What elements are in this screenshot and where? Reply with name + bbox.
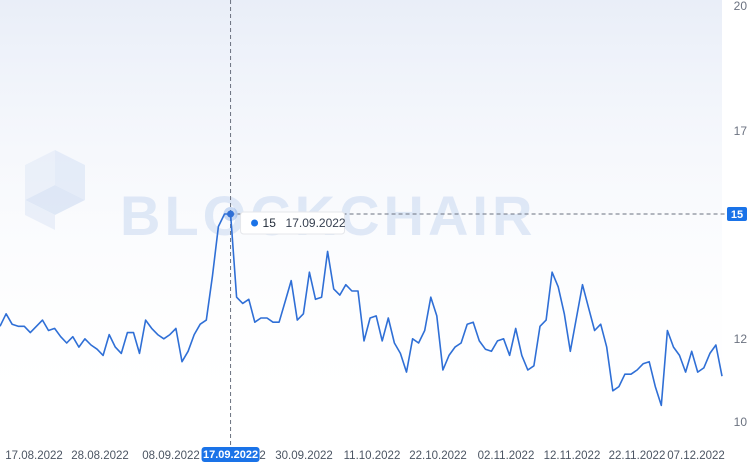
- blockchair-logo-icon: [25, 150, 85, 230]
- x-tick-label: 02.11.2022: [478, 450, 535, 462]
- tooltip-date: 17.09.2022: [286, 216, 346, 230]
- x-axis: 17.08.202228.08.202208.09.202219.09.2022…: [5, 450, 725, 462]
- plot-background: [0, 0, 722, 430]
- x-tick-label: 22.10.2022: [409, 450, 467, 462]
- x-tick-label: 12.11.2022: [544, 450, 601, 462]
- y-tick-label: 10: [734, 415, 748, 429]
- tooltip-box: [240, 211, 346, 235]
- y-tick-label: 20: [734, 0, 748, 13]
- series-line: [0, 213, 723, 407]
- crosshair-y-badge: 15: [727, 207, 747, 221]
- crosshair-x-badge: 17.09.2022: [201, 447, 260, 462]
- x-tick-label: 28.08.2022: [71, 450, 129, 462]
- crosshair-x-label: 17.09.2022: [203, 449, 258, 461]
- x-tick-label: 30.09.2022: [275, 450, 333, 462]
- y-tick-label: 17: [734, 124, 748, 138]
- crosshair-y-label: 15: [731, 209, 743, 221]
- x-tick-label: 17.08.2022: [5, 450, 63, 462]
- tooltip-value: 15: [263, 216, 277, 230]
- x-tick-label: 08.09.2022: [142, 450, 200, 462]
- tooltip-series-dot-icon: [251, 219, 259, 227]
- y-tick-label: 12: [734, 332, 748, 346]
- x-tick-label: 11.10.2022: [344, 450, 401, 462]
- x-tick-label: 22.11.2022: [609, 450, 666, 462]
- highlight-point[interactable]: [227, 210, 235, 218]
- tooltip: 15 17.09.2022: [240, 211, 346, 235]
- x-tick-label: 07.12.2022: [667, 450, 725, 462]
- watermark: BLOCKCHAIR: [25, 150, 532, 247]
